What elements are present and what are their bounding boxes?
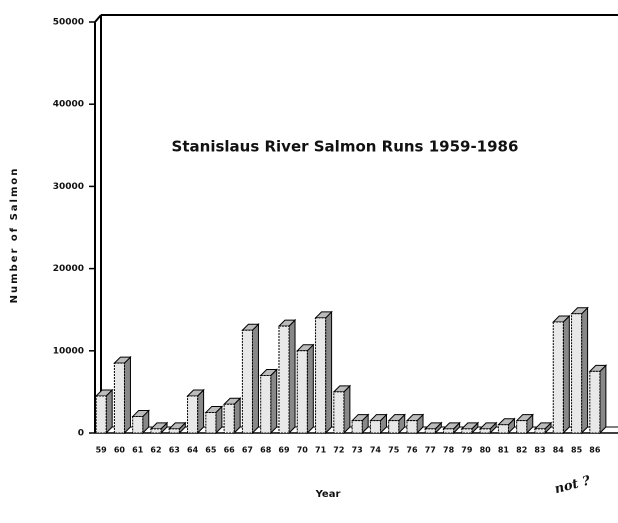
x-tick-label: 72 [333,446,344,455]
bar-side [325,310,333,435]
bar [516,420,528,434]
x-tick-label: 78 [443,446,455,455]
bar [424,428,436,434]
bar-side [105,388,113,435]
bar [388,420,400,434]
y-tick-label: 30000 [53,182,84,192]
x-tick-label: 81 [498,446,510,455]
x-tick-label: 73 [352,446,363,455]
x-tick-label: 83 [534,446,545,455]
x-tick-label: 69 [278,446,290,455]
x-tick-label: 59 [96,446,108,455]
bar [168,428,180,434]
bar-side [343,384,351,435]
x-tick-label: 68 [260,446,272,455]
bar-side [562,314,570,435]
y-tick-label: 0 [78,429,84,439]
bar [187,395,199,434]
x-tick-label: 75 [388,446,400,455]
y-tick-label: 50000 [53,18,84,28]
x-tick-label: 67 [242,446,253,455]
x-tick-label: 79 [461,446,473,455]
bar [315,317,327,434]
y-tick-label: 10000 [53,346,84,356]
chart-title: Stanislaus River Salmon Runs 1959-1986 [172,138,519,156]
bar-side [288,318,296,435]
bar [260,374,272,434]
bar [351,420,363,434]
bar [497,424,509,434]
bar [150,428,162,434]
bar-side [197,388,205,435]
x-tick-label: 84 [553,446,565,455]
x-tick-label: 63 [169,446,180,455]
x-tick-label: 80 [480,446,492,455]
x-tick-label: 77 [425,446,436,455]
x-tick-label: 71 [315,446,327,455]
y-axis-label: Number of Salmon [9,167,20,304]
bar-side [306,343,314,435]
bar [223,403,235,434]
x-tick-label: 82 [516,446,527,455]
bar-side [123,355,131,435]
x-tick-label: 60 [114,446,126,455]
bar [369,420,381,434]
y-tick-label: 20000 [53,264,84,274]
x-tick-label: 85 [571,446,583,455]
annotation: not ? [553,473,592,497]
bar [479,428,491,434]
x-tick-label: 74 [370,446,382,455]
x-tick-label: 76 [406,446,418,455]
bar [552,321,564,434]
x-tick-label: 86 [589,446,601,455]
bar [296,350,308,434]
bar [571,313,583,434]
bar [534,428,546,434]
bar [132,416,144,434]
bar [95,395,107,434]
y-tick-label: 40000 [53,100,84,110]
x-tick-label: 70 [297,446,309,455]
bar [443,428,455,434]
bar-side [599,364,607,435]
bar-side [251,323,259,435]
bar [406,420,418,434]
x-tick-label: 64 [187,446,199,455]
x-tick-label: 65 [205,446,217,455]
x-axis-label: Year [315,489,341,500]
bar [113,362,125,434]
bar-side [270,368,278,435]
bar [461,428,473,434]
bar [333,391,345,434]
bar [589,370,601,434]
x-tick-label: 62 [150,446,161,455]
bar-side [581,306,589,435]
bar [205,411,217,434]
bar [278,325,290,434]
bar [241,329,253,434]
x-tick-label: 66 [224,446,236,455]
x-tick-label: 61 [132,446,144,455]
